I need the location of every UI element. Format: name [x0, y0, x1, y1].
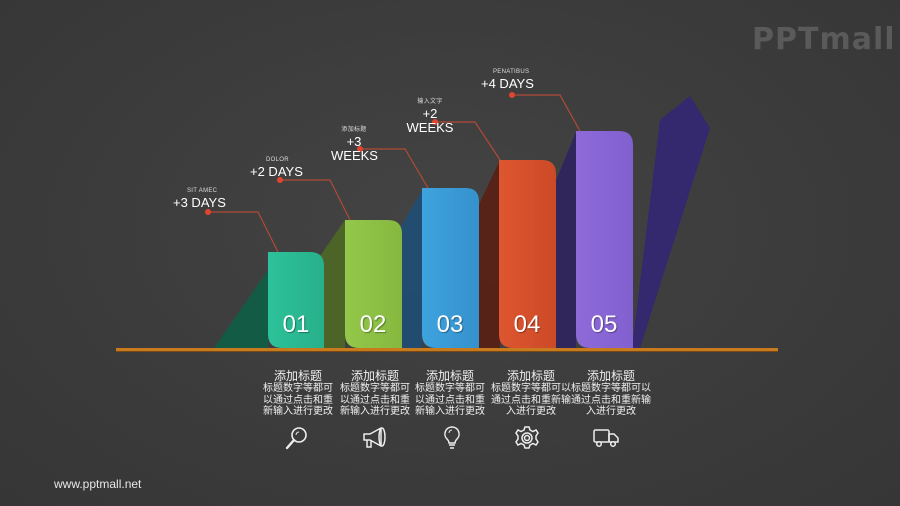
caption-04: 添加标题 标题数字等都可以 通过点击和重新输 入进行更改	[488, 369, 574, 418]
caption-line: 以通过点击和重	[415, 394, 485, 406]
caption-title: 添加标题	[425, 369, 474, 383]
caption-line: 入进行更改	[586, 406, 636, 417]
caption-title: 添加标题	[506, 369, 555, 383]
callout-label: PENATIBUS	[493, 69, 530, 75]
bar-number-05: 05	[590, 311, 618, 338]
bar-number-02: 02	[359, 311, 387, 338]
megaphone-icon	[363, 427, 386, 448]
callout-05: PENATIBUS +4 DAYS	[481, 69, 534, 91]
caption-line: 标题数字等都可	[415, 383, 485, 394]
caption-02: 添加标题 标题数字等都可 以通过点击和重 新输入进行更改	[335, 369, 415, 418]
caption-line: 入进行更改	[506, 406, 556, 417]
baseline	[116, 348, 778, 352]
bar-number-04: 04	[513, 311, 541, 338]
callout-value: +3	[346, 134, 362, 149]
callout-03: 添加标题 +3 WEEKS	[331, 124, 378, 163]
callout-label: 输入文字	[417, 99, 443, 105]
bar-number-03: 03	[436, 311, 464, 338]
truck-icon	[593, 429, 619, 448]
caption-line: 标题数字等都可	[340, 383, 410, 394]
callout-04: 输入文字 +2 WEEKS	[406, 96, 454, 135]
callout-unit: WEEKS	[331, 148, 378, 163]
bar-number-01: 01	[282, 311, 310, 338]
caption-line: 通过点击和重新输	[491, 394, 571, 406]
caption-01: 添加标题 标题数字等都可 以通过点击和重 新输入进行更改	[258, 369, 338, 418]
callout-unit: WEEKS	[406, 120, 454, 135]
lightbulb-icon	[444, 426, 460, 449]
caption-line: 新输入进行更改	[263, 406, 333, 417]
leader-lines	[208, 94, 581, 253]
brand-logo: PPTmall	[752, 22, 896, 57]
callout-value: +4 DAYS	[481, 76, 534, 91]
caption-line: 以通过点击和重	[340, 394, 410, 406]
caption-line: 通过点击和重新输	[571, 394, 651, 406]
callout-02: DOLOR +2 DAYS	[250, 157, 303, 179]
caption-line: 新输入进行更改	[340, 406, 410, 417]
caption-line: 新输入进行更改	[415, 406, 485, 417]
caption-03: 添加标题 标题数字等都可 以通过点击和重 新输入进行更改	[410, 369, 490, 418]
footer-url[interactable]: www.pptmall.net	[54, 477, 142, 491]
caption-05: 添加标题 标题数字等都可以 通过点击和重新输 入进行更改	[568, 369, 654, 418]
caption-line: 标题数字等都可	[263, 383, 333, 394]
callout-label: 添加标题	[341, 127, 367, 133]
caption-title: 添加标题	[586, 369, 635, 383]
bars	[268, 131, 633, 348]
caption-line: 标题数字等都可以	[571, 383, 651, 394]
gear-icon	[515, 426, 539, 449]
callout-value: +3 DAYS	[173, 195, 226, 210]
callout-01: SIT AMEC +3 DAYS	[173, 188, 226, 210]
caption-line: 以通过点击和重	[263, 394, 333, 406]
callout-label: DOLOR	[266, 157, 289, 163]
caption-title: 添加标题	[273, 369, 322, 383]
caption-title: 添加标题	[350, 369, 399, 383]
search-icon	[285, 427, 307, 450]
leader-dots	[205, 92, 515, 215]
callout-value: +2	[422, 106, 438, 121]
callout-value: +2 DAYS	[250, 164, 303, 179]
callout-label: SIT AMEC	[187, 188, 218, 194]
caption-line: 标题数字等都可以	[491, 383, 571, 394]
